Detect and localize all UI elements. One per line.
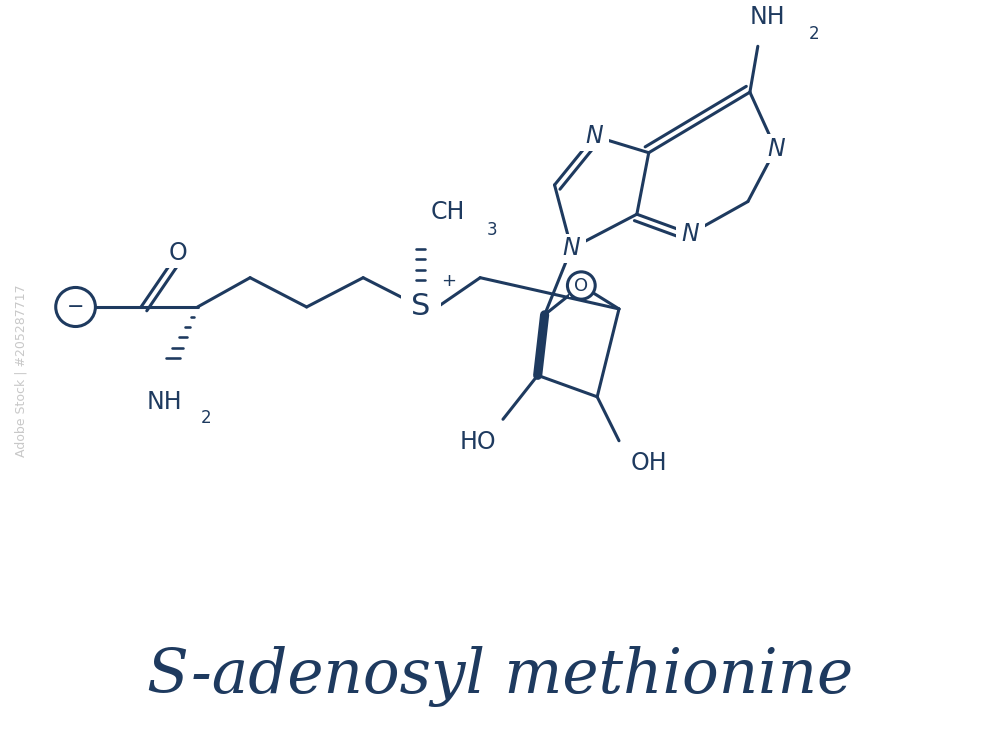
FancyBboxPatch shape	[401, 287, 441, 327]
Text: Adobe Stock | #205287717: Adobe Stock | #205287717	[15, 284, 28, 457]
Text: 3: 3	[487, 221, 497, 239]
FancyBboxPatch shape	[676, 219, 705, 249]
FancyBboxPatch shape	[741, 4, 808, 39]
Text: +: +	[441, 272, 456, 289]
Text: S: S	[411, 292, 430, 322]
Text: CH: CH	[430, 200, 465, 224]
Text: N: N	[682, 221, 699, 246]
Text: −: −	[67, 297, 84, 317]
FancyBboxPatch shape	[163, 238, 193, 268]
FancyBboxPatch shape	[454, 427, 502, 456]
FancyBboxPatch shape	[569, 274, 593, 298]
Text: HO: HO	[460, 430, 496, 454]
FancyBboxPatch shape	[627, 449, 671, 478]
Text: NH: NH	[750, 5, 786, 29]
Text: O: O	[168, 241, 187, 265]
FancyBboxPatch shape	[579, 121, 609, 151]
Text: 2: 2	[809, 25, 820, 42]
Text: N: N	[563, 236, 580, 260]
Text: NH: NH	[147, 390, 183, 414]
Text: S-adenosyl methionine: S-adenosyl methionine	[147, 645, 853, 707]
Text: OH: OH	[630, 451, 667, 475]
FancyBboxPatch shape	[761, 135, 791, 164]
Text: O: O	[574, 276, 588, 295]
Text: 2: 2	[201, 409, 212, 428]
Text: N: N	[585, 124, 603, 148]
FancyBboxPatch shape	[433, 199, 492, 233]
FancyBboxPatch shape	[557, 234, 586, 263]
Text: N: N	[767, 137, 784, 161]
